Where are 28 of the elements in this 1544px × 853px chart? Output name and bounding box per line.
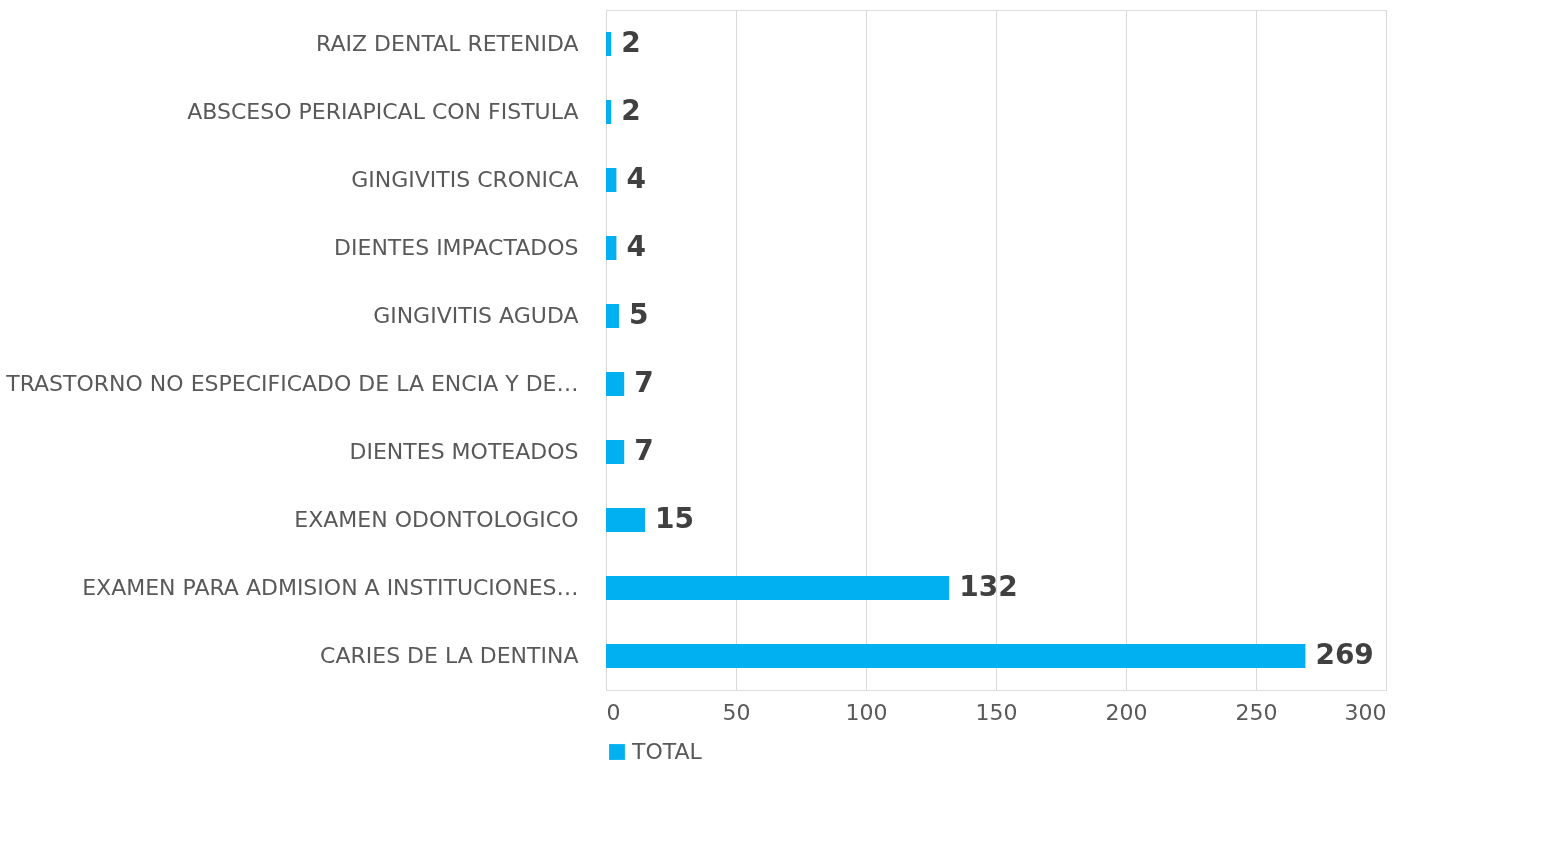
y-tick-label: TRASTORNO NO ESPECIFICADO DE LA ENCIA Y DE… bbox=[5, 371, 579, 396]
legend-label: TOTAL bbox=[631, 739, 703, 764]
data-label: 4 bbox=[626, 230, 646, 263]
y-tick-label: GINGIVITIS CRONICA bbox=[351, 167, 579, 192]
y-tick-label: GINGIVITIS AGUDA bbox=[373, 303, 579, 328]
y-tick-label: EXAMEN ODONTOLOGICO bbox=[294, 507, 579, 532]
y-tick-label: DIENTES MOTEADOS bbox=[349, 439, 579, 464]
data-label: 2 bbox=[621, 94, 641, 127]
x-tick-label: 300 bbox=[1344, 699, 1387, 725]
y-tick-label: EXAMEN PARA ADMISION A INSTITUCIONES… bbox=[82, 575, 579, 600]
data-label: 5 bbox=[629, 298, 649, 331]
data-label: 15 bbox=[655, 502, 694, 535]
x-tick-label: 100 bbox=[845, 699, 888, 725]
data-label: 7 bbox=[634, 366, 654, 399]
x-tick-label: 150 bbox=[975, 699, 1018, 725]
y-tick-label: DIENTES IMPACTADOS bbox=[334, 235, 579, 260]
data-label: 7 bbox=[634, 434, 654, 467]
y-tick-label: ABSCESO PERIAPICAL CON FISTULA bbox=[187, 99, 579, 124]
y-tick-label: RAIZ DENTAL RETENIDA bbox=[316, 31, 579, 56]
data-label: 269 bbox=[1315, 638, 1374, 671]
x-tick-label: 50 bbox=[722, 699, 751, 725]
data-label: 132 bbox=[959, 570, 1018, 603]
x-tick-label: 200 bbox=[1105, 699, 1148, 725]
data-label: 2 bbox=[621, 26, 641, 59]
x-tick-label: 0 bbox=[606, 699, 621, 725]
y-tick-label: CARIES DE LA DENTINA bbox=[320, 643, 579, 668]
data-label: 4 bbox=[626, 162, 646, 195]
x-tick-label: 250 bbox=[1235, 699, 1278, 725]
